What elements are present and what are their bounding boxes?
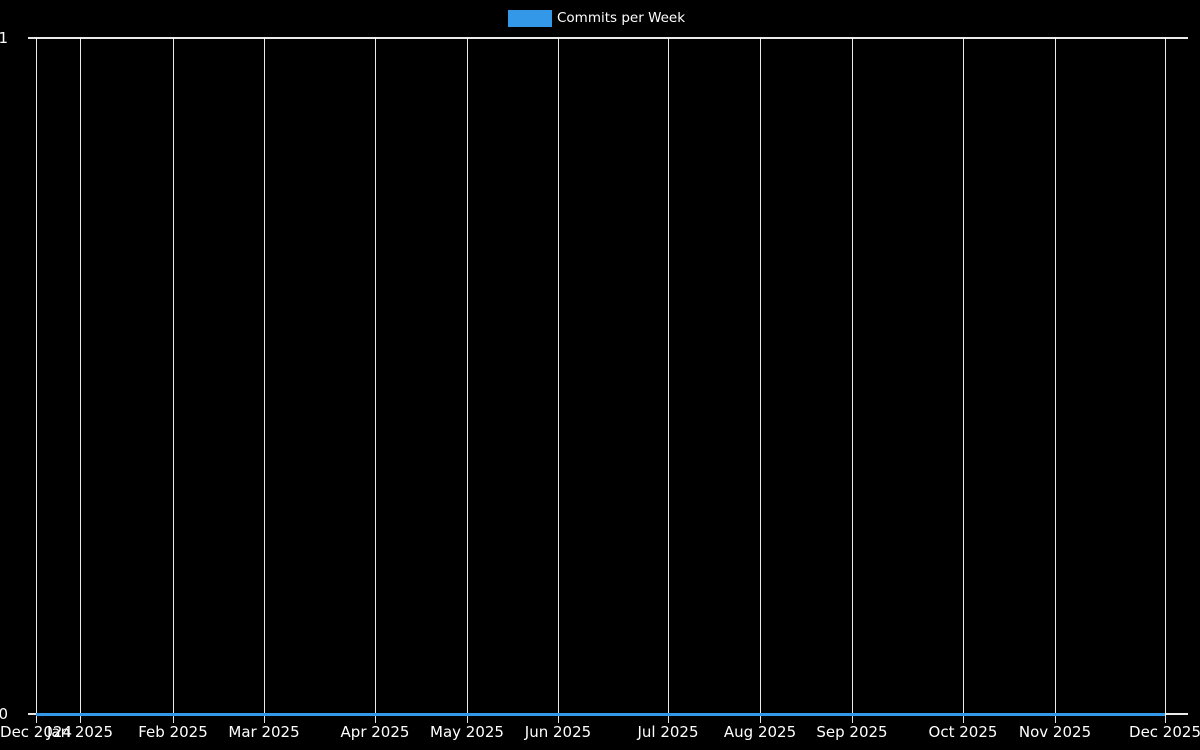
x-axis-tick-mark bbox=[558, 714, 560, 723]
x-axis-tick-mark bbox=[852, 714, 854, 723]
x-axis-tick-label: Dec 2024 bbox=[0, 723, 72, 741]
chart-legend: Commits per Week bbox=[508, 8, 685, 28]
gridline-vertical bbox=[760, 38, 762, 714]
x-axis-tick-label: Jun 2025 bbox=[524, 723, 592, 741]
y-axis-tick-mark bbox=[28, 37, 36, 39]
x-axis-tick-label: May 2025 bbox=[430, 723, 504, 741]
gridline-vertical bbox=[36, 38, 38, 714]
x-axis-tick-mark bbox=[1055, 714, 1057, 723]
y-axis-tick-mark bbox=[28, 713, 36, 715]
x-axis-tick-mark bbox=[36, 714, 38, 723]
x-axis-tick-label: Nov 2025 bbox=[1018, 723, 1092, 741]
gridline-vertical bbox=[1165, 38, 1167, 714]
y-axis-tick-label: 0 bbox=[0, 705, 8, 723]
x-axis-tick-label: Feb 2025 bbox=[138, 723, 208, 741]
x-axis-tick-mark bbox=[173, 714, 175, 723]
x-axis-tick-label: Jan 2025 bbox=[46, 723, 114, 741]
plot-area bbox=[36, 37, 1188, 716]
gridline-horizontal bbox=[36, 37, 1188, 39]
gridline-vertical bbox=[852, 38, 854, 714]
x-axis-tick-label: Aug 2025 bbox=[723, 723, 797, 741]
x-axis-tick-label: Jul 2025 bbox=[637, 723, 699, 741]
legend-color-swatch-commits-per-week bbox=[508, 9, 552, 27]
x-axis-tick-mark bbox=[668, 714, 670, 723]
x-axis-tick-mark bbox=[467, 714, 469, 723]
x-axis-tick-mark bbox=[1165, 714, 1167, 723]
gridline-vertical bbox=[80, 38, 82, 714]
gridline-vertical bbox=[173, 38, 175, 714]
gridline-vertical bbox=[558, 38, 560, 714]
x-axis-tick-label: Dec 2025 bbox=[1129, 723, 1200, 741]
y-axis-tick-label: 1 bbox=[0, 29, 8, 47]
x-axis-tick-mark bbox=[264, 714, 266, 723]
legend-label-commits-per-week: Commits per Week bbox=[557, 9, 686, 26]
gridline-vertical bbox=[963, 38, 965, 714]
x-axis-tick-label: Sep 2025 bbox=[816, 723, 888, 741]
x-axis-tick-mark bbox=[760, 714, 762, 723]
gridline-vertical bbox=[668, 38, 670, 714]
x-axis-tick-label: Apr 2025 bbox=[340, 723, 410, 741]
gridline-vertical bbox=[1055, 38, 1057, 714]
x-axis-tick-label: Mar 2025 bbox=[228, 723, 300, 741]
gridline-vertical bbox=[264, 38, 266, 714]
x-axis-tick-mark bbox=[80, 714, 82, 723]
gridline-vertical bbox=[467, 38, 469, 714]
gridline-vertical bbox=[375, 38, 377, 714]
x-axis-tick-mark bbox=[963, 714, 965, 723]
x-axis-tick-mark bbox=[375, 714, 377, 723]
series-line-commits-per-week bbox=[36, 712, 1165, 716]
x-axis-tick-label: Oct 2025 bbox=[928, 723, 998, 741]
